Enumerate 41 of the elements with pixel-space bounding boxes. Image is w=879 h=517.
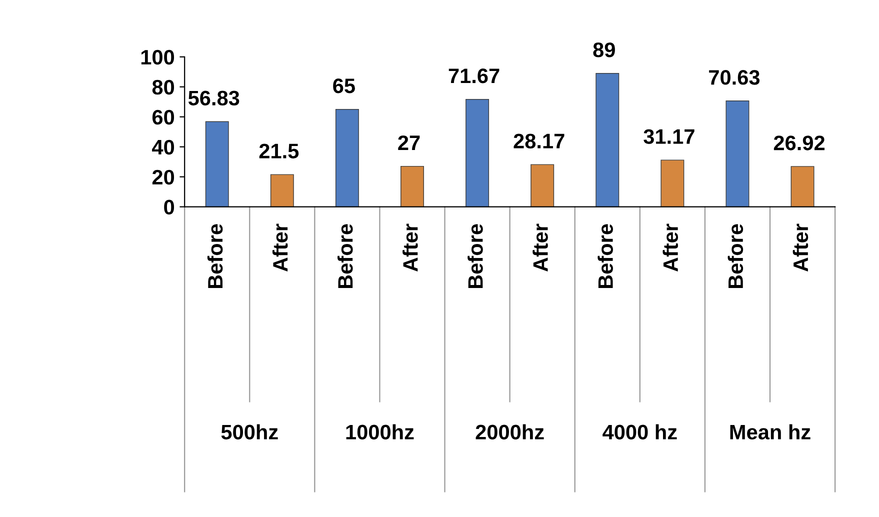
data-label: 71.67 <box>448 68 500 84</box>
text: 2000hz <box>476 424 544 440</box>
text: 500hz <box>221 424 278 440</box>
data-label: 89 <box>593 42 615 58</box>
data-label: 27 <box>398 135 420 150</box>
bar <box>530 164 554 207</box>
bar <box>466 98 490 207</box>
x-tick-label: After <box>272 224 288 272</box>
data-label: 26.92 <box>774 136 825 150</box>
x-tick-label: Before <box>468 224 483 288</box>
data-label: 56.83 <box>188 90 240 106</box>
data-label: 70.63 <box>709 70 760 85</box>
y-tick-label: 60 <box>152 110 174 125</box>
bar <box>790 166 814 207</box>
bar <box>660 160 684 207</box>
x-tick-label: Before <box>337 224 353 288</box>
y-tick-label: 100 <box>141 50 174 65</box>
x-tick-label: After <box>792 224 808 272</box>
y-tick-label: 40 <box>152 140 174 155</box>
bar <box>726 100 750 207</box>
bar <box>205 121 229 207</box>
x-tick-label: After <box>402 224 418 272</box>
y-tick-label: 0 <box>164 200 174 215</box>
y-tick-label: 20 <box>152 170 174 185</box>
bar <box>270 174 294 207</box>
x-tick-label: Before <box>598 224 613 288</box>
y-tick-label: 80 <box>152 80 174 95</box>
text: 4000 hz <box>602 424 677 440</box>
data-label: 21.5 <box>259 144 299 158</box>
x-tick-label: After <box>532 224 548 272</box>
x-tick-label: Before <box>207 224 223 288</box>
data-label: 31.17 <box>644 129 694 144</box>
bar <box>400 166 424 207</box>
data-label: 28.17 <box>514 134 564 148</box>
x-tick-label: Before <box>728 224 744 288</box>
text: 1000hz <box>346 424 414 440</box>
data-label: 65 <box>333 78 355 94</box>
bar <box>596 73 620 207</box>
x-tick-label: After <box>662 224 678 272</box>
bar <box>335 108 359 207</box>
text: Mean hz <box>730 424 810 440</box>
